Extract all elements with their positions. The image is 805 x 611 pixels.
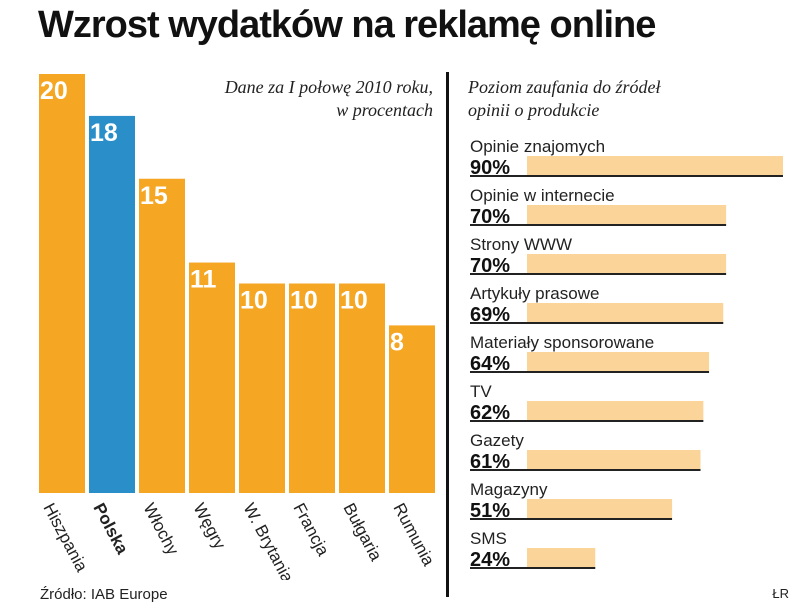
trust-value-label: 90% <box>470 157 510 179</box>
bar-w-brytania <box>239 283 285 493</box>
left-note-line1: Dane za I połowę 2010 roku, <box>224 77 433 97</box>
trust-bar <box>527 205 727 225</box>
source-label: Artykuły prasowe <box>470 284 599 303</box>
category-label: Węgry <box>189 500 229 553</box>
bar-rumunia <box>389 325 435 493</box>
category-label: Hiszpania <box>39 500 91 575</box>
bar-hiszpania <box>39 74 85 493</box>
author-credit: ŁR <box>772 586 789 601</box>
bar-value-label: 10 <box>340 287 368 315</box>
bar-bułgaria <box>339 283 385 493</box>
trust-value-label: 62% <box>470 402 510 424</box>
trust-value-label: 51% <box>470 500 510 522</box>
right-note-line1: Poziom zaufania do źródeł <box>468 77 661 97</box>
trust-value-label: 64% <box>470 353 510 375</box>
bar-value-label: 18 <box>90 119 118 147</box>
trust-value-label: 61% <box>470 451 510 473</box>
bar-value-label: 10 <box>290 287 318 315</box>
left-bar-chart: 20 Hiszpania 18 Polska 15 Włochy 11 Węgry 10 W. B… <box>39 74 438 580</box>
right-chart-note: Poziom zaufania do źródeł opinii o produ… <box>468 76 661 122</box>
bar-value-label: 8 <box>390 328 404 356</box>
right-note-line2: opinii o produkcie <box>468 100 600 120</box>
source-label: Strony WWW <box>470 235 572 254</box>
bar-francja <box>289 283 335 493</box>
bar-value-label: 15 <box>140 182 168 210</box>
trust-value-label: 70% <box>470 255 510 277</box>
category-label: Bułgaria <box>339 500 385 564</box>
source-label: Materiały sponsorowane <box>470 333 654 352</box>
trust-value-label: 69% <box>470 304 510 326</box>
bar-polska <box>89 115 135 494</box>
source-label: Gazety <box>470 431 524 450</box>
category-label: Polska <box>89 500 132 558</box>
category-label: Francja <box>289 500 333 559</box>
category-label: Włochy <box>139 500 182 559</box>
source-label: Opinie w internecie <box>470 186 615 205</box>
trust-bar <box>527 450 701 470</box>
source-label: SMS <box>470 529 507 548</box>
trust-bar <box>527 548 596 568</box>
trust-bar <box>527 352 710 372</box>
source-label: Magazyny <box>470 480 548 499</box>
source-note: Źródło: IAB Europe <box>40 586 168 603</box>
bar-value-label: 11 <box>190 266 217 294</box>
source-label: Opinie znajomych <box>470 137 605 156</box>
trust-bar <box>527 303 724 323</box>
bar-włochy <box>139 178 185 493</box>
trust-value-label: 70% <box>470 206 510 228</box>
trust-bar <box>527 401 704 421</box>
left-note-line2: w procentach <box>336 100 433 120</box>
left-chart-note: Dane za I połowę 2010 roku, w procentach <box>225 76 433 122</box>
bar-węgry <box>189 262 235 493</box>
chart-title: Wzrost wydatków na reklamę online <box>38 4 656 46</box>
bar-value-label: 20 <box>40 77 68 105</box>
divider-line <box>446 72 449 597</box>
category-label: W. Brytania <box>239 500 297 580</box>
trust-bar <box>527 254 727 274</box>
trust-bar <box>527 156 783 176</box>
category-label: Rumunia <box>389 500 438 569</box>
trust-value-label: 24% <box>470 549 510 571</box>
trust-bar <box>527 499 673 519</box>
source-label: TV <box>470 382 492 401</box>
bar-value-label: 10 <box>240 287 268 315</box>
